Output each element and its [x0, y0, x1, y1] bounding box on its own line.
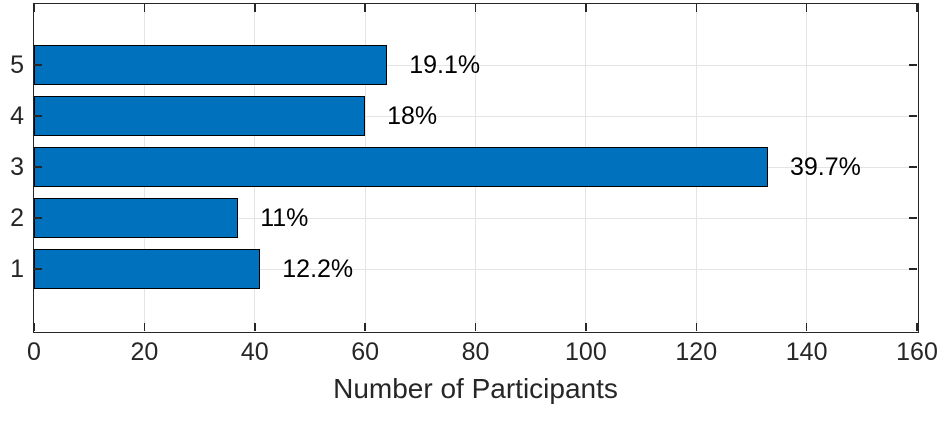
x-tick-label: 140 — [785, 338, 828, 366]
y-tick-label: 5 — [10, 51, 24, 79]
x-tick-label: 160 — [896, 338, 938, 366]
y-tick-mark-right — [909, 115, 917, 117]
y-tick-mark — [34, 64, 42, 66]
gridline-horizontal — [34, 115, 917, 117]
x-tick-label: 60 — [351, 338, 380, 366]
y-tick-mark-right — [909, 217, 917, 219]
bar — [34, 198, 239, 238]
y-tick-label: 3 — [10, 153, 24, 181]
y-tick-mark-right — [909, 64, 917, 66]
x-tick-mark-top — [695, 4, 697, 12]
y-tick-label: 2 — [10, 204, 24, 232]
y-tick-mark-right — [909, 268, 917, 270]
x-tick-mark-top — [143, 4, 146, 12]
gridline-horizontal — [34, 64, 917, 66]
x-tick-mark — [585, 323, 587, 331]
x-tick-mark-top — [254, 4, 256, 12]
x-tick-label: 80 — [461, 338, 490, 366]
x-tick-mark-top — [364, 4, 366, 12]
y-tick-label: 1 — [10, 255, 24, 283]
bar — [34, 249, 261, 289]
gridline-horizontal — [34, 217, 917, 219]
gridline-vertical — [806, 4, 808, 331]
bar-value-label: 19.1% — [409, 51, 481, 79]
bar-value-label: 18% — [387, 102, 438, 130]
x-tick-label: 0 — [27, 338, 41, 366]
y-tick-label: 4 — [10, 102, 24, 130]
bar-value-label: 12.2% — [282, 255, 354, 283]
x-tick-mark-top — [474, 4, 477, 12]
bar-value-label: 11% — [260, 204, 309, 232]
x-tick-mark-top — [805, 4, 808, 12]
x-tick-label: 20 — [130, 338, 159, 366]
y-tick-mark — [34, 115, 42, 117]
y-tick-mark — [34, 166, 42, 168]
gridline-horizontal — [34, 268, 917, 270]
bar-value-label: 39.7% — [789, 153, 861, 181]
x-tick-mark-top — [33, 4, 35, 12]
x-tick-mark — [254, 323, 256, 331]
x-tick-mark-top — [916, 4, 918, 12]
x-axis-label: Number of Participants — [333, 373, 618, 404]
x-tick-label: 100 — [565, 338, 607, 366]
x-tick-label: 120 — [675, 338, 718, 366]
y-tick-mark — [34, 217, 42, 219]
x-tick-mark — [474, 323, 477, 331]
bar — [34, 96, 366, 136]
x-tick-mark — [33, 323, 35, 331]
x-tick-mark — [916, 323, 918, 331]
bar — [34, 147, 768, 187]
x-tick-mark — [695, 323, 697, 331]
bar — [34, 45, 388, 85]
x-tick-mark — [143, 323, 146, 331]
y-tick-mark-right — [909, 166, 917, 168]
x-tick-mark — [805, 323, 808, 331]
x-tick-mark — [364, 323, 366, 331]
x-tick-label: 40 — [240, 338, 269, 366]
x-tick-mark-top — [585, 4, 587, 12]
y-tick-mark — [34, 268, 42, 270]
